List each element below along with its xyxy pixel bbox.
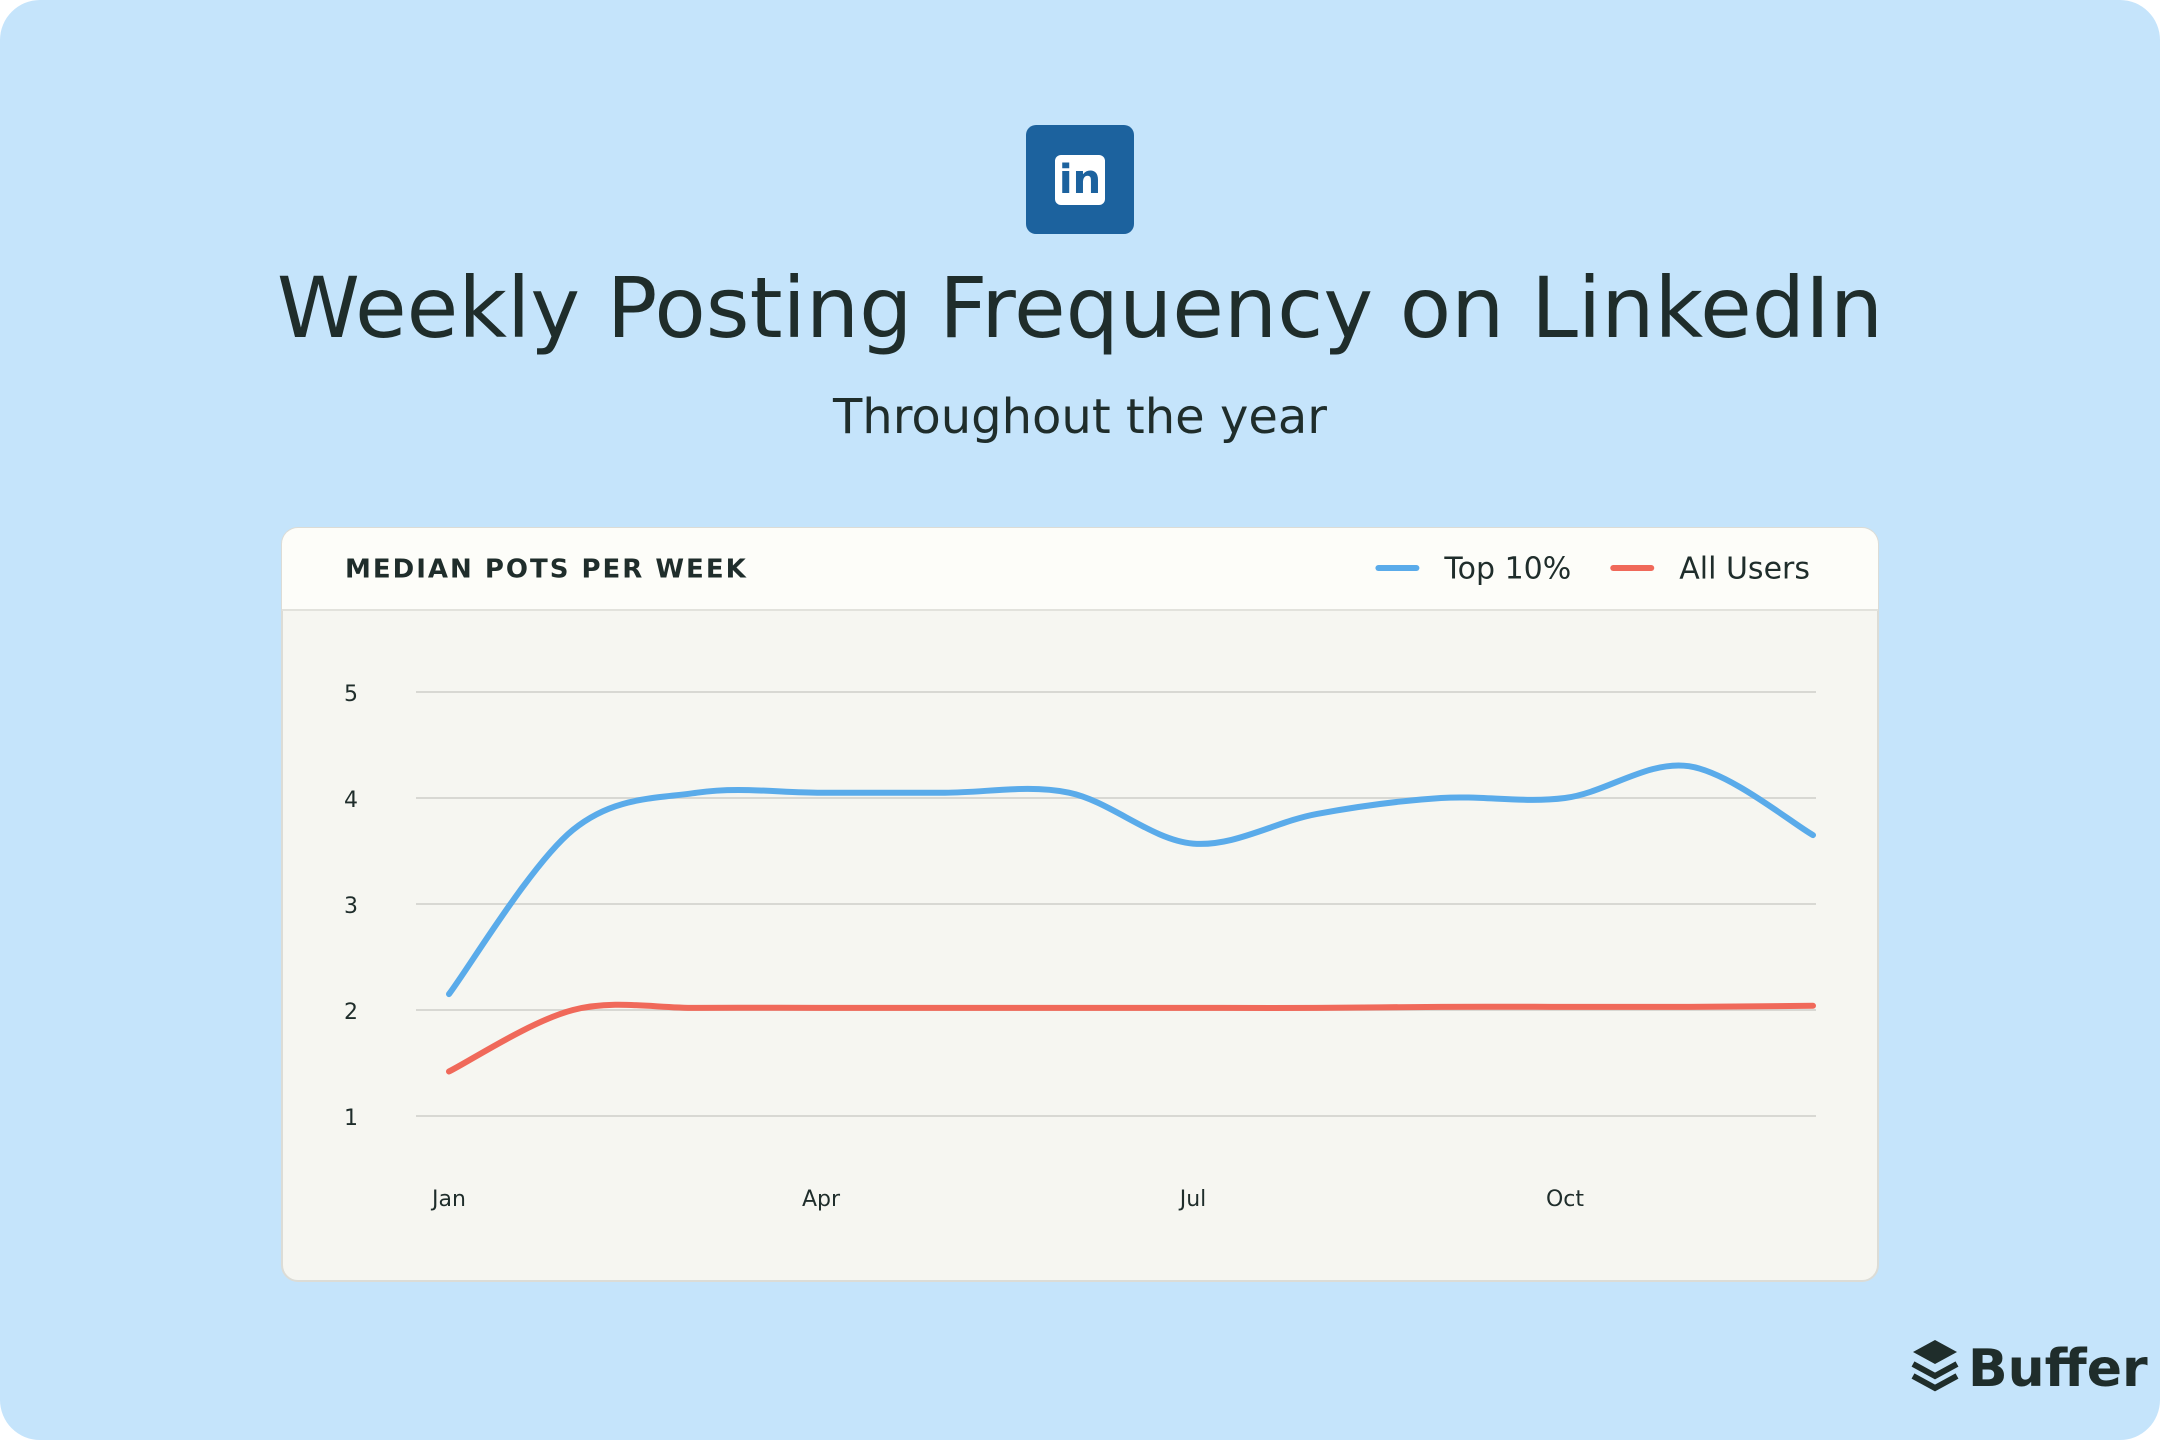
x-tick-label: Oct: [1546, 1187, 1584, 1212]
buffer-logo: Buffer: [1911, 1339, 2148, 1399]
chart-subtitle: Throughout the year: [832, 389, 1327, 445]
linkedin-icon-text: in: [1059, 157, 1101, 203]
logo-text: Buffer: [1968, 1339, 2148, 1399]
legend: All Users Top 10%: [1375, 552, 1810, 587]
series-line: [446, 762, 1816, 998]
logo-mark-layers: [1911, 1361, 1959, 1392]
y-tick-label: 3: [344, 894, 358, 919]
linkedin-icon-inner: [1055, 155, 1105, 205]
x-tick-label: Jul: [1178, 1187, 1207, 1212]
y-tick-label: 4: [344, 788, 358, 813]
panel-title: MEDIAN POTS PER WEEK: [345, 555, 748, 585]
y-tick-label: 2: [344, 1000, 358, 1025]
x-tick-label: Jan: [430, 1187, 466, 1212]
y-tick-label: 5: [344, 682, 358, 707]
legend-label: Top 10%: [1443, 552, 1571, 587]
card-header: [282, 528, 1878, 610]
chart-title: Weekly Posting Frequency on LinkedIn: [277, 259, 1883, 357]
plot: 1 2 3 4 5 Jan Apr Jul Oct: [344, 682, 1816, 1212]
y-tick-label: 1: [344, 1106, 358, 1131]
x-tick-label: Apr: [802, 1187, 841, 1212]
legend-label: All Users: [1679, 552, 1810, 587]
logo-mark: [1913, 1340, 1957, 1364]
series-line: [446, 1001, 1816, 1075]
